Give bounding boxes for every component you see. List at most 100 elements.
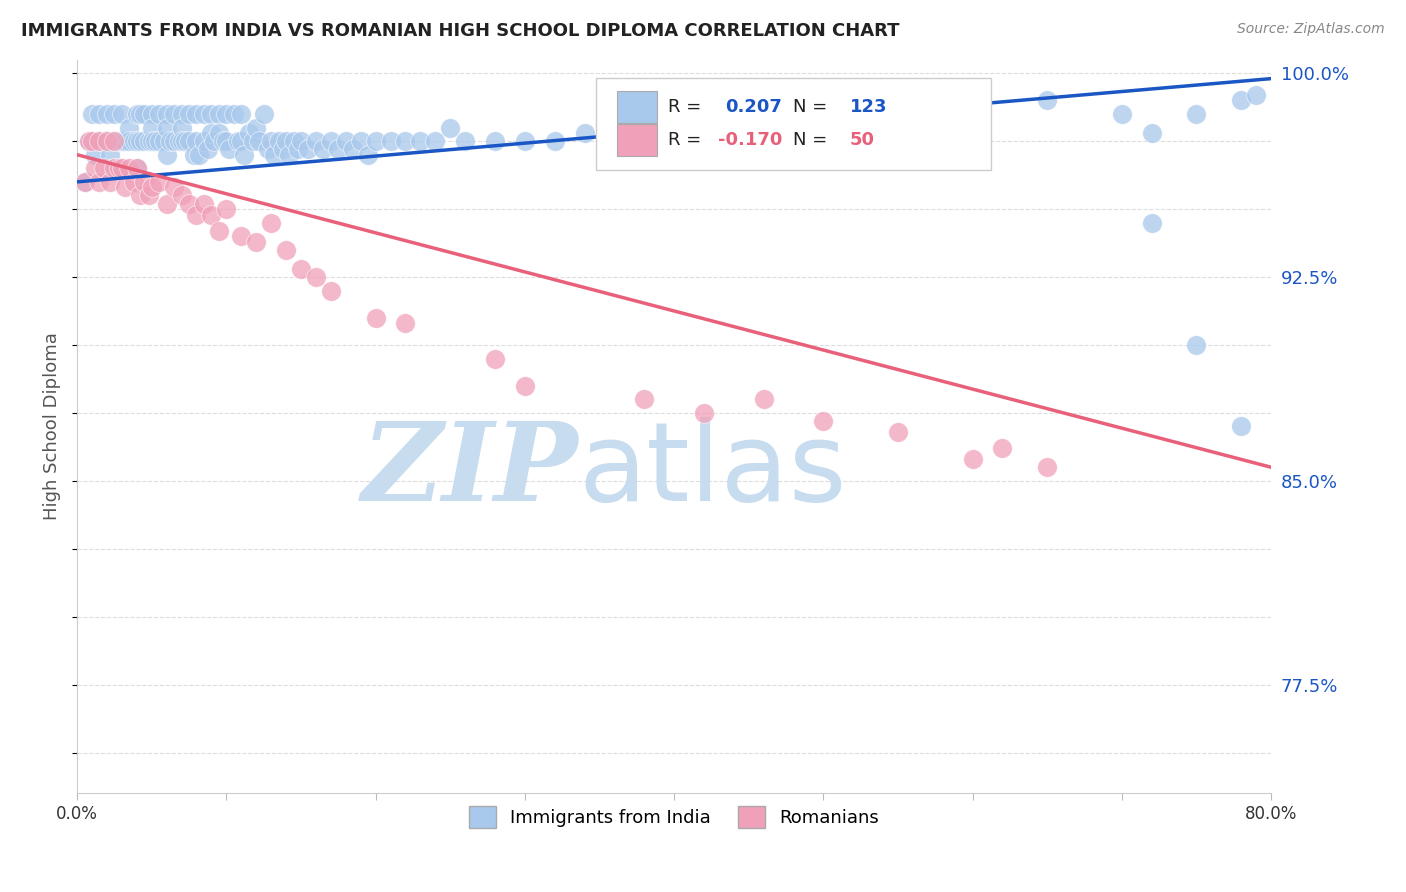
Point [513,134,536,148]
Point [77,134,100,148]
Text: 0.207: 0.207 [725,98,782,116]
Point [141,120,163,135]
Y-axis label: High School Diploma: High School Diploma [44,333,60,520]
Point [148,134,170,148]
Point [118,120,141,135]
Point [98,175,121,189]
Point [723,120,745,135]
Point [125,161,148,176]
Point [274,243,297,257]
Point [1230,419,1253,434]
Point [125,134,148,148]
Point [409,134,432,148]
Point [1036,94,1059,108]
Point [253,107,276,121]
Point [89,134,111,148]
Point [752,392,775,407]
Point [267,134,290,148]
Point [454,134,477,148]
Text: 123: 123 [849,98,887,116]
Point [342,142,364,156]
Point [218,142,240,156]
Point [125,161,148,176]
Point [96,134,118,148]
Point [111,107,134,121]
Point [484,134,506,148]
Point [200,107,222,121]
Point [283,134,305,148]
Point [319,284,342,298]
Point [77,134,100,148]
Point [350,134,373,148]
Point [103,161,125,176]
Point [138,188,160,202]
Point [186,107,208,121]
Point [439,120,461,135]
Point [1111,107,1133,121]
Point [111,161,134,176]
Point [96,134,118,148]
Point [245,235,267,249]
Point [93,161,115,176]
Point [156,107,179,121]
Point [111,134,134,148]
Point [208,107,231,121]
FancyBboxPatch shape [617,124,658,156]
Point [247,134,270,148]
Point [118,134,141,148]
Point [1185,107,1208,121]
Point [98,147,121,161]
Point [962,452,984,467]
Point [108,161,131,176]
Point [202,134,225,148]
Point [89,107,111,121]
Point [159,134,181,148]
Point [633,392,655,407]
Point [193,196,215,211]
Point [73,175,96,189]
Point [177,107,200,121]
Point [122,134,145,148]
Point [991,441,1014,455]
Point [186,207,208,221]
Point [278,147,301,161]
Point [141,107,163,121]
Point [328,142,350,156]
Legend: Immigrants from India, Romanians: Immigrants from India, Romanians [461,799,887,836]
Point [103,134,125,148]
Point [84,147,107,161]
Point [212,134,235,148]
Point [148,175,170,189]
Point [208,224,231,238]
Point [887,107,910,121]
Point [271,142,294,156]
Point [484,351,506,366]
Point [662,120,685,135]
Point [226,134,249,148]
Point [364,310,387,325]
Point [73,175,96,189]
Point [1244,87,1267,102]
Point [193,107,215,121]
Point [80,107,103,121]
Point [752,126,775,140]
Point [290,134,312,148]
Point [245,120,267,135]
Text: N =: N = [793,131,834,149]
Point [118,161,141,176]
Point [188,147,211,161]
Point [335,134,357,148]
Point [380,134,402,148]
FancyBboxPatch shape [617,91,658,123]
Text: IMMIGRANTS FROM INDIA VS ROMANIAN HIGH SCHOOL DIPLOMA CORRELATION CHART: IMMIGRANTS FROM INDIA VS ROMANIAN HIGH S… [21,22,900,40]
Point [231,107,253,121]
Point [513,378,536,392]
Point [603,126,626,140]
Point [1185,338,1208,352]
Point [170,120,193,135]
Point [167,134,190,148]
Point [114,180,136,194]
Point [170,107,193,121]
Text: ZIP: ZIP [361,417,579,524]
Point [544,134,567,148]
